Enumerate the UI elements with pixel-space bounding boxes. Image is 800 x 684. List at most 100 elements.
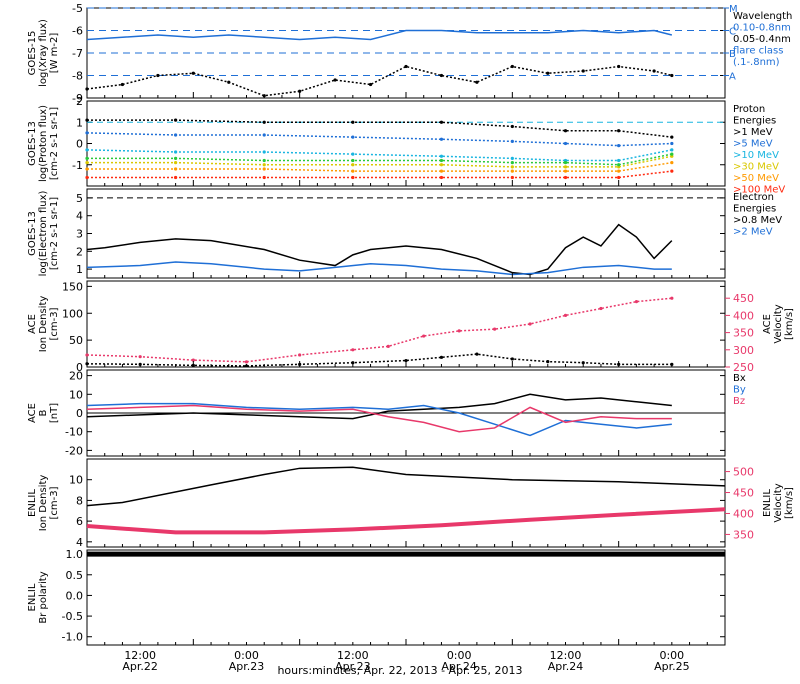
y-tick-label: 4 [76,536,83,549]
y-axis-label-line: [nT] [49,403,60,423]
x-tick-date: Apr.24 [548,660,584,673]
y-tick-label: -1.0 [62,631,83,644]
y2-tick-label: 450 [733,292,754,305]
y-axis-label-line: [cm-3] [49,307,60,340]
y2-tick-label: 500 [733,466,754,479]
data-point [422,334,426,338]
data-point [156,73,160,78]
x-tick-time: 0:00 [447,649,472,662]
data-point [85,156,89,160]
y-tick-label: 50 [69,334,83,347]
data-point [439,163,444,167]
data-point [85,167,89,171]
series-Bx [86,393,672,420]
data-point [351,152,355,156]
y-tick-label: 1 [76,116,83,129]
data-point [563,175,568,180]
y-tick-label: 0.0 [66,589,84,602]
legend-entry: Electron [733,192,774,203]
legend-entry: Proton [733,104,765,115]
y2-tick-label: 400 [733,309,754,322]
y-tick-label: 6 [76,515,83,528]
data-point [85,87,89,91]
y-tick-label: -20 [65,444,83,457]
data-point [298,353,302,357]
y-tick-label: -5 [72,2,83,15]
legend-entry: >5 MeV [733,139,773,150]
data-point [174,156,178,160]
y-axis-label-line: B [38,409,49,416]
data-point [138,355,142,359]
legend-entry: 0.10-0.8nm [733,23,791,34]
y2-tick-label: 400 [733,507,754,520]
legend-entry: Energies [733,204,776,215]
legend-entry: Bz [733,396,745,407]
panel-goes13-proton: 2 1 0 -1 GOES-13log(Proton flux)[cm-2 s-1 sr… [27,95,785,196]
y-axis-label: ACEB[nT] [27,403,60,423]
series-0-05-0-4nm [86,65,673,97]
y-tick-label: 150 [62,280,83,293]
y2-axis-label-line: [km/s] [784,308,795,340]
data-point [510,165,514,169]
y-tick-label: 10 [69,474,83,487]
data-point [351,348,355,352]
data-point [174,161,178,165]
legend-entry: >2 MeV [733,227,773,238]
flare-level-label: M [729,4,738,15]
legend-entry: >50 MeV [733,173,779,184]
data-point [174,167,178,171]
data-point [617,169,621,173]
y-axis-label: GOES-15log(Xray flux)[W m-2] [27,19,60,87]
y2-tick-label: 300 [733,344,754,357]
legend-entry: (.1-.8nm) [733,57,780,68]
data-point [439,169,444,173]
data-point [670,73,674,78]
flare-level-label: B [729,49,736,60]
data-point [475,352,479,356]
legend-entry: >100 MeV [733,185,785,196]
legend-entry: Energies [733,116,776,127]
data-point [262,163,266,167]
data-point [617,163,621,167]
y-axis-label-line: log(Electron flux) [38,191,49,277]
data-point [510,161,514,165]
data-point [85,118,89,122]
x-axis-title: hours:minutes, Apr. 22, 2013 - Apr. 25, … [277,664,523,677]
y-axis-label: GOES-13log(Proton flux)[cm-2 s-1 sr-1] [27,105,60,182]
panel-goes15-xray: -5 -6 -7 -8 -9 GOES-15log(Xray flux)[W m-2] M C… [27,2,792,105]
panel-frame [86,280,726,368]
data-point [563,165,568,169]
y-axis-label-line: log(Xray flux) [38,19,49,87]
data-point [333,78,337,82]
data-point [510,139,514,143]
data-point [617,175,621,180]
y-tick-label: 10 [69,388,83,401]
y2-axis-label: ENLILVelocity[km/s] [762,483,795,522]
y-axis-label-line: Ion Density [38,296,49,353]
y-tick-label: 2 [76,245,83,258]
y-tick-label: -10 [65,426,83,439]
data-point [670,296,674,300]
data-point [244,360,249,364]
data-point [262,158,266,163]
data-point [599,306,603,311]
data-point [670,161,674,165]
data-point [617,144,621,148]
x-tick-time: 0:00 [659,649,684,662]
data-point [404,358,408,363]
data-point [475,80,479,84]
y-axis-label-line: ENLIL [27,583,38,611]
data-point [351,169,355,173]
y-axis-label-line: log(Proton flux) [38,105,49,182]
data-point [528,322,532,326]
data-point [120,82,125,87]
data-point [351,158,355,163]
data-point [262,120,266,124]
series--2-MeV [86,261,672,276]
y2-axis-label: ACEVelocity[km/s] [762,304,795,343]
y-axis-label-line: ACE [27,314,38,334]
y-axis-label: ENLILIon Density[cm-3] [27,475,60,532]
